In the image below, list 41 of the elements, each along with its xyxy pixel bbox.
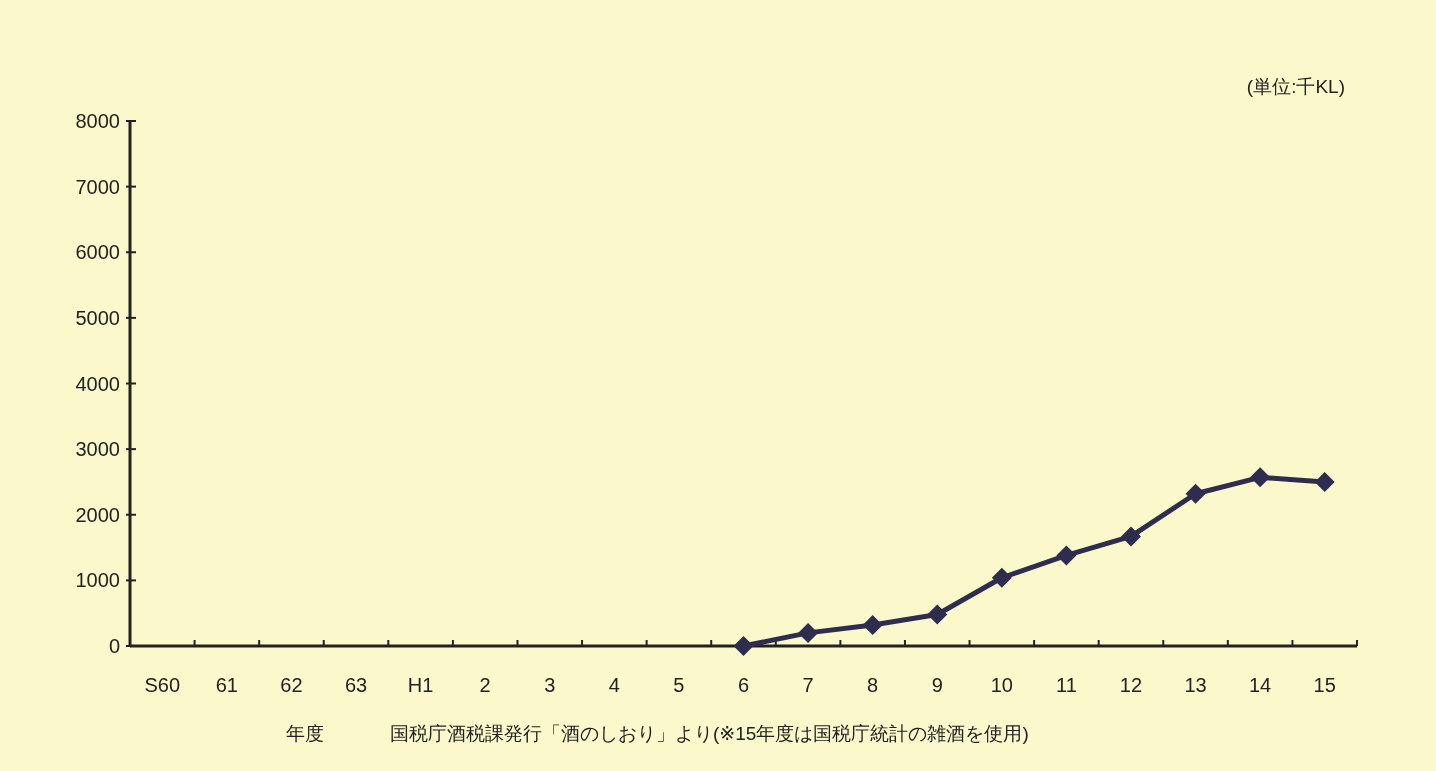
- y-tick-label: 2000: [75, 503, 120, 526]
- x-tick-label: 2: [479, 674, 491, 696]
- x-tick-label: 3: [544, 674, 556, 696]
- text: (単位:千KL): [1246, 76, 1345, 97]
- x-tick-label: 7: [802, 674, 814, 696]
- x-tick-label: 8: [867, 674, 879, 696]
- x-tick-label: 15: [1313, 674, 1336, 696]
- x-tick-label: H1: [407, 674, 434, 696]
- y-tick-label: 4000: [75, 372, 120, 395]
- x-tick-label: 61: [215, 674, 238, 696]
- x-tick-label: 6: [737, 674, 750, 696]
- point: [1056, 545, 1077, 566]
- x-tick-label: 11: [1056, 674, 1077, 696]
- point: [1120, 526, 1141, 547]
- point: [1185, 483, 1206, 504]
- x-tick-label: 12: [1119, 674, 1143, 696]
- point: [1250, 467, 1271, 488]
- x-tick-label: 9: [931, 674, 943, 696]
- x-axis-title: 年度: [286, 723, 324, 744]
- point: [1314, 471, 1335, 492]
- x-tick-label: S60: [144, 674, 181, 696]
- x-tick-label: 5: [673, 674, 685, 696]
- x-tick-label: 10: [990, 674, 1013, 696]
- y-tick-label: 7000: [75, 175, 120, 198]
- y-tick-label: 6000: [75, 241, 120, 264]
- text: 国税庁酒税課発行「酒のしおり」より(※15年度は国税庁統計の雑酒を使用): [390, 723, 1029, 744]
- point: [991, 567, 1012, 588]
- point: [798, 622, 819, 643]
- y-tick-label: 5000: [75, 306, 120, 329]
- point: [733, 636, 754, 656]
- x-tick-label: 13: [1184, 674, 1207, 696]
- x-tick-label: 14: [1249, 674, 1272, 696]
- x-tick-label: 4: [608, 674, 620, 696]
- point: [862, 615, 883, 635]
- y-tick-label: 3000: [75, 438, 120, 461]
- x-tick-label: 62: [280, 674, 303, 696]
- y-tick-label: 0: [108, 635, 120, 657]
- x-tick-label: 63: [344, 674, 368, 696]
- point: [927, 604, 948, 625]
- y-tick-label: 1000: [75, 569, 120, 592]
- y-tick-label: 8000: [75, 110, 120, 132]
